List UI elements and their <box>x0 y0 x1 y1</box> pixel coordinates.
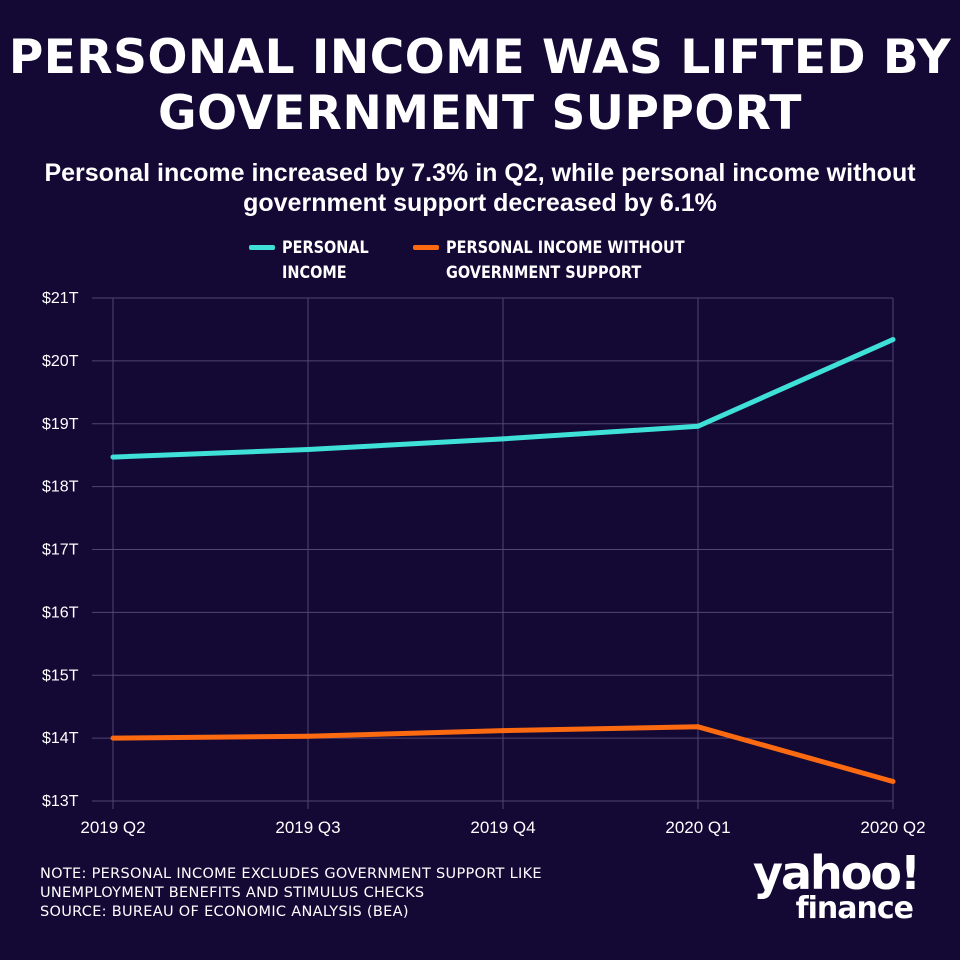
x-tick-label: 2020 Q2 <box>860 818 925 837</box>
note-line: UNEMPLOYMENT BENEFITS AND STIMULUS CHECK… <box>40 885 425 901</box>
y-tick-label: $14T <box>42 730 79 747</box>
data-point-personal-income <box>890 336 896 342</box>
note-line: NOTE: PERSONAL INCOME EXCLUDES GOVERNMEN… <box>40 866 542 882</box>
data-point-personal-income <box>305 447 311 453</box>
x-tick-label: 2020 Q1 <box>665 818 730 837</box>
legend-label-without-support: PERSONAL INCOME WITHOUT GOVERNMENT SUPPO… <box>446 238 685 283</box>
legend-swatch-personal-income <box>249 245 275 250</box>
y-tick-label: $15T <box>42 667 79 684</box>
data-point-without-support <box>500 728 506 734</box>
data-point-without-support <box>110 735 116 741</box>
legend-item-personal-income: PERSONAL INCOME <box>249 236 384 286</box>
data-point-personal-income <box>695 423 701 429</box>
yahoo-finance-logo: yahoo! finance <box>745 848 925 928</box>
x-tick-label: 2019 Q4 <box>470 818 535 837</box>
data-point-without-support <box>305 733 311 739</box>
y-tick-label: $20T <box>42 353 79 370</box>
legend-item-without-support: PERSONAL INCOME WITHOUT GOVERNMENT SUPPO… <box>413 236 727 286</box>
logo-wordmark: yahoo! <box>753 846 921 900</box>
chart-subtitle: Personal income increased by 7.3% in Q2,… <box>44 159 916 217</box>
y-tick-label: $16T <box>42 604 79 621</box>
y-tick-label: $17T <box>42 542 79 559</box>
source-line: SOURCE: BUREAU OF ECONOMIC ANALYSIS (BEA… <box>40 904 409 920</box>
chart-title: PERSONAL INCOME WAS LIFTED BY GOVERNMENT… <box>8 30 952 141</box>
x-tick-label: 2019 Q2 <box>80 818 145 837</box>
y-tick-label: $21T <box>42 290 79 307</box>
data-point-without-support <box>695 724 701 730</box>
data-point-without-support <box>890 779 896 785</box>
legend: PERSONAL INCOME PERSONAL INCOME WITHOUT … <box>0 236 960 286</box>
data-point-personal-income <box>110 454 116 460</box>
y-tick-label: $19T <box>42 416 79 433</box>
x-tick-label: 2019 Q3 <box>275 818 340 837</box>
legend-label-personal-income: PERSONAL INCOME <box>282 238 369 283</box>
legend-swatch-without-support <box>413 245 439 250</box>
y-tick-label: $18T <box>42 479 79 496</box>
data-point-personal-income <box>500 436 506 442</box>
y-tick-label: $13T <box>42 793 79 810</box>
logo-subword: finance <box>795 891 914 926</box>
footnote: NOTE: PERSONAL INCOME EXCLUDES GOVERNMEN… <box>40 865 542 922</box>
